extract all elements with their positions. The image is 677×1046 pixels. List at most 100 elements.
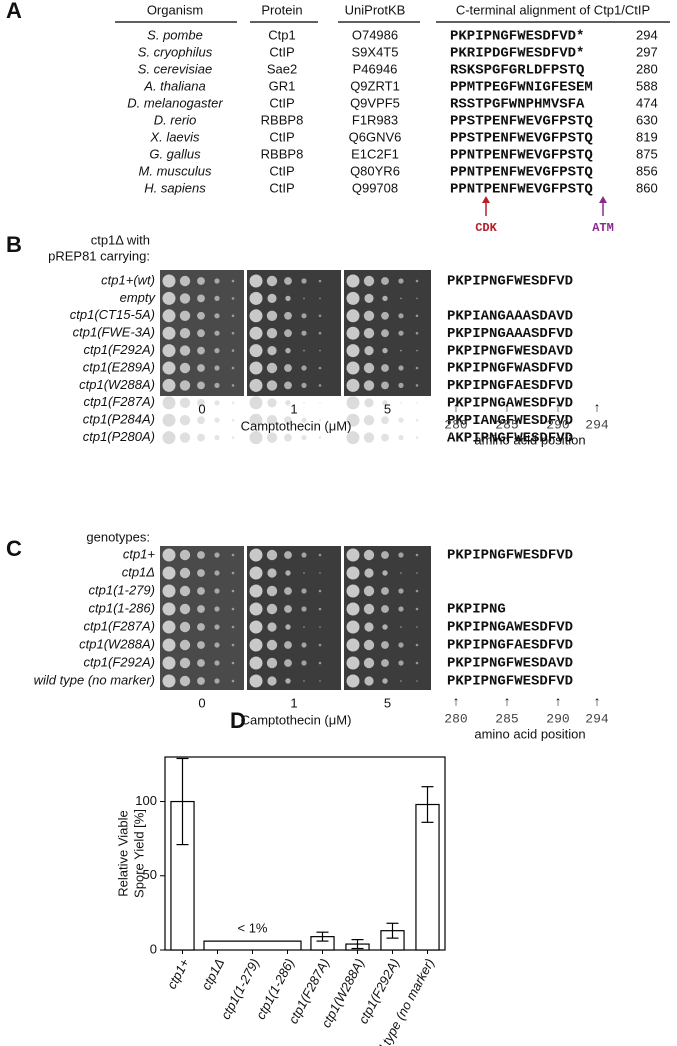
uniprot-id: Q6GNV6 [349,129,402,144]
spot [382,400,388,406]
spot [249,361,263,375]
spot [231,418,235,422]
error-bar [316,931,329,942]
spot [284,311,292,320]
spot [382,570,388,576]
spot [318,661,322,665]
spot [267,568,277,578]
spot [301,313,307,319]
position-label: amino acid position [474,726,585,741]
spot [214,552,220,558]
strain-label: ctp1(F287A) [83,618,155,633]
spot [346,566,360,580]
spot [231,643,235,647]
spot [301,417,307,423]
strain-label: ctp1(W288A) [79,636,155,651]
spot [162,566,176,580]
spot [179,657,191,669]
spot [318,643,322,647]
spot [303,349,305,352]
spot [249,291,263,305]
arrow-head [599,196,607,203]
spot [162,584,176,598]
x-label: Camptothecin (μM) [241,712,352,727]
strain-label: ctp1(1-286) [89,600,155,615]
spot [214,400,220,406]
spot [267,676,277,686]
spot [346,396,360,410]
spot [318,314,322,318]
spot [162,548,176,562]
spot [415,384,419,387]
spot [266,549,278,561]
spot [214,660,220,666]
spot [249,274,263,288]
protein: RBBP8 [261,112,304,127]
spot [197,277,205,285]
spot [400,680,402,682]
spot [214,435,220,441]
y-axis-label: Spore Yield [%] [131,809,146,898]
spot [301,365,307,371]
position-arrow: ↑ [453,399,460,414]
spot [398,365,404,371]
spot [214,417,220,423]
spot [197,416,205,425]
spot [197,605,205,613]
spot [214,606,220,612]
y-axis-label: Relative Viable [115,810,130,896]
position-arrow: ↑ [453,693,460,708]
spot [346,413,360,427]
strain-label: ctp1(F292A) [83,654,155,669]
sequence: PPMTPEGFWNIGFESEM [450,80,593,96]
spot [346,674,360,688]
spot [415,643,419,647]
spot [381,329,389,338]
spot [363,603,375,615]
spot [179,345,191,356]
spot [267,346,277,356]
spot [179,567,191,579]
error-bar [421,786,434,823]
spot [231,625,235,629]
position-label: amino acid position [474,432,585,447]
plate-image [247,270,341,396]
concentration: 0 [198,695,205,710]
strain-label: ctp1(P280A) [83,429,155,444]
spot [266,328,278,339]
protein: CtIP [269,129,294,144]
strain-label: ctp1(F292A) [83,342,155,357]
spot [197,329,205,338]
sequence: PKPIPNGFWESDFVD [447,674,573,690]
position-number: 290 [546,417,569,432]
table-header: C-terminal alignment of Ctp1/CtIP [456,2,650,17]
spot [231,679,235,683]
organism: M. musculus [139,163,212,178]
position-number: 280 [444,711,467,726]
spot [346,431,360,445]
spot [400,402,402,404]
spot [415,418,419,422]
position-arrow: ↑ [504,399,511,414]
spot [346,291,360,305]
spot [284,587,292,595]
spot [301,552,307,558]
concentration: 1 [290,401,297,416]
organism: S. pombe [147,27,203,42]
spot [266,415,278,426]
spot [284,416,292,425]
panel-letter: C [6,536,22,561]
protein: Ctp1 [268,27,295,42]
spot [381,364,389,372]
sequence: PPSTPENFWEVGFPSTQ [450,131,593,147]
spot [249,584,263,598]
spot [301,278,307,284]
spot [179,549,191,561]
end-position: 875 [636,146,658,161]
organism: X. laevis [149,129,200,144]
spot [319,349,321,352]
spot [415,436,419,439]
strain-label: ctp1(W288A) [79,377,155,392]
spot [179,293,191,304]
spot [400,297,402,300]
